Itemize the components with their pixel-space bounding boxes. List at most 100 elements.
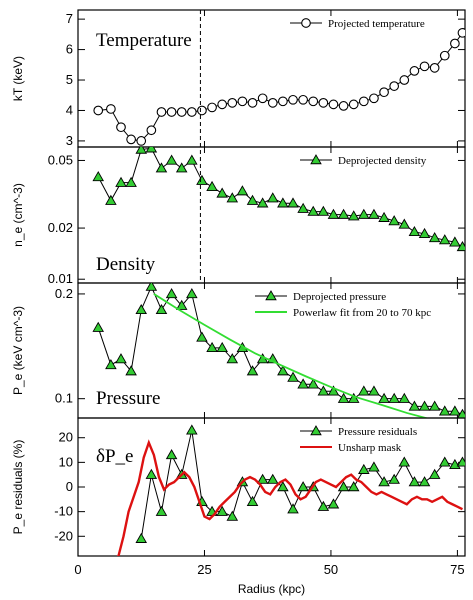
panel-2: 0.01 0.02 0.05 n_e (cm^-3) Density Deprojecte… [11,146,466,286]
data-point [298,94,308,105]
y-tick-label: 20 [59,430,73,445]
data-point [247,98,258,108]
data-point [317,500,330,511]
data-point [337,481,350,492]
data-point [236,185,249,196]
data-point [378,392,390,403]
data-point [135,303,148,315]
legend-entry: Projected temperature [290,18,425,30]
data-point [206,341,218,353]
data-point [317,205,330,216]
y-tick-label: 4 [66,102,73,117]
data-point [155,162,168,173]
data-point [197,105,207,116]
panel-4: -20 -10 0 10 20 P_e residuals (%) δP_e Pressure… [11,417,466,557]
data-point [449,405,461,416]
data-point [388,215,400,226]
data-point [297,481,309,492]
legend-label: Pressure residuals [338,426,417,438]
data-point [389,81,400,91]
data-point [226,353,239,364]
data-point [408,476,421,487]
data-point [418,476,431,487]
data-point [278,96,288,107]
data-point [175,162,188,173]
y-tick-label: 0.02 [48,220,73,235]
y-tick-label: 0.1 [55,391,73,406]
series-1 [135,424,465,543]
data-point [287,503,299,514]
panel-3: 0.1 0.2 P_e (keV cm^-3) Pressure Deprojected… [11,282,466,419]
legend-label: Deprojected pressure [293,291,386,303]
data-point [145,468,158,479]
data-point [196,174,208,185]
data-point [398,392,411,403]
legend-entry: Deprojected pressure [255,290,386,303]
y-tick-label: -20 [54,528,73,543]
legend-marker [265,290,277,301]
legend-label: Deprojected density [338,155,427,167]
data-point [347,481,360,492]
data-point [226,510,239,521]
data-point [368,461,380,472]
legend-entry: Powerlaw fit from 20 to 70 kpc [255,307,431,319]
data-point [186,107,197,117]
data-point [438,405,451,416]
legend-label: Unsharp mask [338,442,402,454]
data-point [105,194,117,205]
data-point [358,96,369,107]
data-point [318,98,329,108]
y-tick-label: 3 [66,133,73,148]
data-point [246,365,259,376]
data-point [327,385,340,396]
y-axis-label: P_e residuals (%) [11,440,25,535]
x-tick-label: 25 [197,562,211,577]
y-axis-label: n_e (cm^-3) [11,183,25,247]
data-point [216,187,228,198]
data-point [136,136,147,146]
data-point [317,385,330,396]
data-point [438,234,451,245]
data-point [186,424,198,435]
data-point [217,99,228,110]
data-point [207,102,217,113]
data-point [419,61,430,72]
series-line [153,293,430,418]
data-point [165,288,178,299]
y-tick-label: 0 [66,479,73,494]
data-point [92,321,105,332]
data-point [428,468,441,479]
data-point [246,194,259,205]
y-tick-label: 0.2 [55,286,73,301]
data-point [277,365,289,376]
data-point [288,94,298,105]
series-1 [92,283,465,418]
data-point [216,341,228,353]
data-point [135,147,148,154]
legend-entry: Deprojected density [300,154,427,167]
data-point [92,171,105,182]
data-point [428,400,441,411]
x-tick-label: 0 [74,562,81,577]
data-point [155,303,168,315]
x-tick-label: 75 [450,562,464,577]
y-tick-label: 6 [66,42,73,57]
legend-label: Projected temperature [328,18,425,30]
data-point [439,50,450,61]
data-point [368,208,380,219]
data-point [457,408,465,418]
data-point [166,107,177,117]
data-point [378,211,390,222]
data-point [93,105,104,116]
data-point [418,400,431,411]
panel-label: Pressure [96,388,160,409]
data-point [399,75,410,85]
data-point [115,353,127,364]
panel-label: δP_e [96,446,133,467]
data-point [418,227,431,239]
data-point [297,378,309,389]
panel-label: Density [96,254,156,275]
legend-entry: Unsharp mask [300,442,402,454]
y-tick-label: 7 [66,11,73,26]
data-point [358,463,370,474]
